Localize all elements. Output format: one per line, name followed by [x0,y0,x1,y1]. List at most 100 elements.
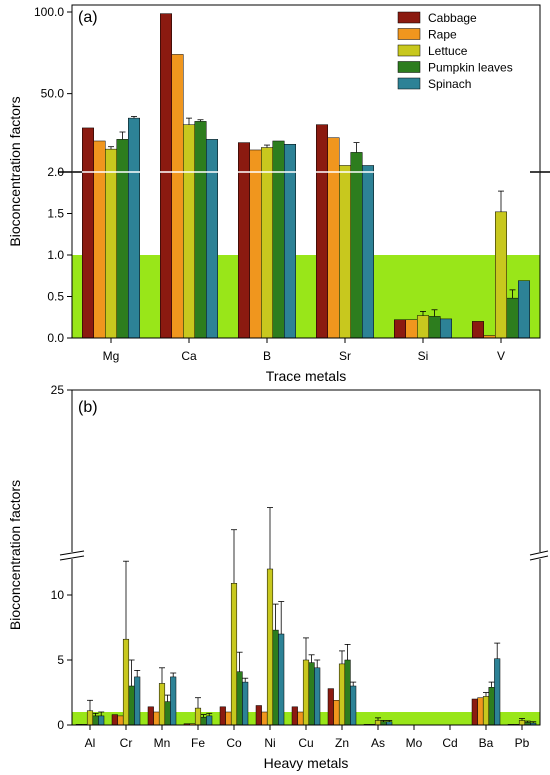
bar-b-cu-spinach [314,667,321,726]
bar-b-zn-spinach [350,685,357,726]
bar-b-co-pumpkin-leaves [236,671,243,726]
bar-a-v-pumpkin-leaves [506,297,519,339]
axis-break-gap-right-b [530,552,550,559]
bar-b-pb-lettuce [518,720,526,726]
legend-label-pumpkin-leaves: Pumpkin leaves [428,61,513,75]
axis-break-gap-left-b [62,552,82,559]
legend-swatch-cabbage [397,11,421,24]
bar-b-cr-pumpkin-leaves [128,685,135,726]
xtick-label-a-v: V [497,349,505,363]
bar-b-cr-lettuce [122,638,130,726]
ytick-label-a-4: 2.0 [47,165,64,179]
bar-b-fe-lettuce [194,707,202,726]
bar-a-si-pumpkin-leaves [428,316,441,339]
bar-b-mn-cabbage [147,706,154,726]
bar-a-b-pumpkin-leaves [272,140,285,339]
bar-b-co-rape [225,711,232,726]
bar-a-sr-rape [327,137,340,339]
legend-swatch-pumpkin-leaves [397,61,421,73]
ytick-label-a-0: 0.0 [47,331,64,345]
ytick-label-b-3: 25 [51,383,65,397]
legend-label-cabbage: Cabbage [428,11,477,25]
xtick-label-a-si: Si [418,349,429,363]
bar-a-sr-spinach [362,165,374,339]
bar-b-ni-pumpkin-leaves [272,629,279,726]
bar-a-mg-spinach [128,117,140,339]
bar-b-ni-lettuce [266,568,274,726]
bar-b-co-spinach [242,681,249,726]
bar-b-ba-spinach [494,658,501,726]
legend-label-spinach: Spinach [428,77,471,91]
xtick-label-b-pb: Pb [515,736,530,750]
xtick-label-a-ca: Ca [181,349,197,363]
bar-a-b-rape [249,149,262,339]
bar-a-mg-lettuce [105,148,117,339]
panel-b-chart: Al Cr Mn Fe Co Ni Cu Zn As Mo Cd Ba Pb 0 5 10 25 Bioconce… [7,383,550,771]
panel-label-b: (b) [78,399,98,416]
ytick-label-b-1: 5 [57,653,64,667]
xtick-label-b-mo: Mo [406,736,423,750]
bar-b-mn-rape [153,711,160,726]
xtick-label-a-mg: Mg [103,349,120,363]
xtick-label-b-mn: Mn [154,736,171,750]
bar-a-sr-lettuce [339,165,351,339]
bar-b-ba-rape [477,697,484,726]
panel-label-a: (a) [78,9,98,26]
bar-b-ni-cabbage [255,705,262,726]
bar-b-mn-spinach [170,676,177,726]
xtick-label-b-co: Co [226,736,242,750]
bar-b-zn-cabbage [327,688,334,726]
bar-b-fe-pumpkin-leaves [200,716,207,726]
xtick-label-b-cr: Cr [120,736,133,750]
xtick-label-b-zn: Zn [335,736,349,750]
bar-b-cr-cabbage [111,714,118,726]
legend: Cabbage Rape Lettuce Pumpkin leaves Spinach [397,11,513,91]
bar-b-co-lettuce [230,583,238,726]
bar-a-si-cabbage [394,319,406,339]
bar-a-v-spinach [518,280,530,339]
ytick-label-b-0: 0 [57,718,64,732]
xtick-label-b-fe: Fe [191,736,205,750]
bar-b-ni-rape [261,711,268,726]
bar-b-zn-pumpkin-leaves [344,659,351,726]
xtick-label-b-ba: Ba [479,736,494,750]
bar-b-fe-spinach [206,715,213,726]
bar-a-si-rape [405,319,418,339]
bar-b-zn-rape [333,700,340,726]
bar-a-ca-spinach [206,139,218,339]
legend-label-rape: Rape [428,28,457,42]
bar-b-al-spinach [98,715,105,726]
bar-b-cr-rape [117,715,124,726]
bar-b-zn-lettuce [338,663,346,726]
legend-swatch-lettuce [397,44,421,57]
bar-a-b-lettuce [261,147,273,339]
bar-a-ca-pumpkin-leaves [194,121,207,339]
bar-b-mn-pumpkin-leaves [164,701,171,726]
bar-a-ca-cabbage [160,13,172,339]
bar-a-mg-rape [93,140,106,339]
legend-swatch-spinach [397,77,421,90]
bar-b-mn-lettuce [158,683,166,726]
xtick-label-a-sr: Sr [339,349,351,363]
x-axis-label-a: Trace metals [266,368,346,384]
highlight-band-a [72,255,540,338]
bar-a-ca-rape [171,54,184,339]
x-axis-label-b: Heavy metals [264,755,349,771]
xtick-label-b-al: Al [85,736,96,750]
bar-a-sr-pumpkin-leaves [350,152,363,339]
ytick-label-a-1: 0.5 [47,290,64,304]
y-axis-label-b: Bioconcentration factors [7,480,23,630]
bar-b-cr-spinach [134,676,141,726]
bar-b-al-lettuce [86,710,94,726]
xtick-label-b-as: As [371,736,385,750]
bar-a-v-lettuce [495,211,507,339]
ytick-label-a-3: 1.5 [47,207,64,221]
xtick-label-a-b: B [263,349,271,363]
bar-b-cu-pumpkin-leaves [308,662,315,726]
bar-a-ca-lettuce [183,124,195,339]
legend-swatch-rape [397,28,421,40]
xtick-label-b-ni: Ni [264,736,275,750]
ytick-label-a-5: 50.0 [41,87,65,101]
bar-b-ba-pumpkin-leaves [488,687,495,726]
